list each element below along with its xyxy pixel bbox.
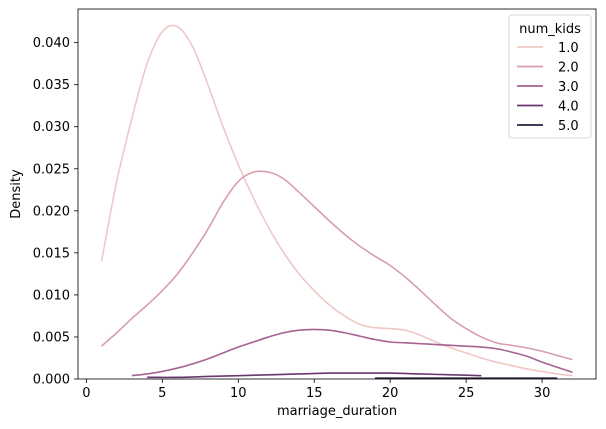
x-tick-label: 10 (230, 386, 247, 401)
y-tick-label: 0.015 (33, 246, 70, 261)
x-tick-label: 30 (534, 386, 551, 401)
series-line-4-0 (147, 372, 482, 379)
legend-items: 1.0 2.0 3.0 4.0 5.0 (517, 41, 579, 134)
y-axis-title: Density (9, 169, 24, 219)
x-axis-title: marriage_duration (277, 404, 397, 419)
legend-label: 3.0 (558, 80, 579, 95)
legend-label: 4.0 (558, 100, 579, 115)
series-line-2-0 (101, 170, 573, 361)
y-tick-label: 0.030 (33, 120, 70, 135)
series-line-3-0 (131, 328, 573, 377)
x-tick-label: 25 (458, 386, 475, 401)
y-tick-label: 0.035 (33, 78, 70, 93)
series-line-1-0 (100, 24, 573, 377)
y-tick-label: 0.005 (33, 330, 70, 345)
x-tick-label: 5 (158, 386, 166, 401)
y-axis: 0.000 0.005 0.010 0.015 0.020 0.025 0.030 0.035… (33, 36, 78, 388)
series-layer (100, 24, 573, 379)
x-axis: 0 5 10 15 20 25 30 (82, 379, 550, 401)
y-tick-label: 0.000 (33, 373, 70, 388)
plot-frame (77, 8, 597, 380)
y-tick-label: 0.040 (33, 36, 70, 51)
x-tick-label: 0 (82, 386, 90, 401)
legend-label: 1.0 (558, 41, 579, 56)
x-tick-label: 15 (306, 386, 323, 401)
legend-box (508, 14, 592, 139)
y-tick-label: 0.010 (33, 288, 70, 303)
x-tick-label: 20 (382, 386, 399, 401)
y-tick-label: 0.020 (33, 204, 70, 219)
y-tick-label: 0.025 (33, 162, 70, 177)
legend-label: 5.0 (558, 119, 579, 134)
legend-label: 2.0 (558, 61, 579, 76)
legend-title: num_kids (519, 22, 581, 37)
legend: num_kids 1.0 2.0 3.0 4.0 5.0 (508, 14, 592, 139)
